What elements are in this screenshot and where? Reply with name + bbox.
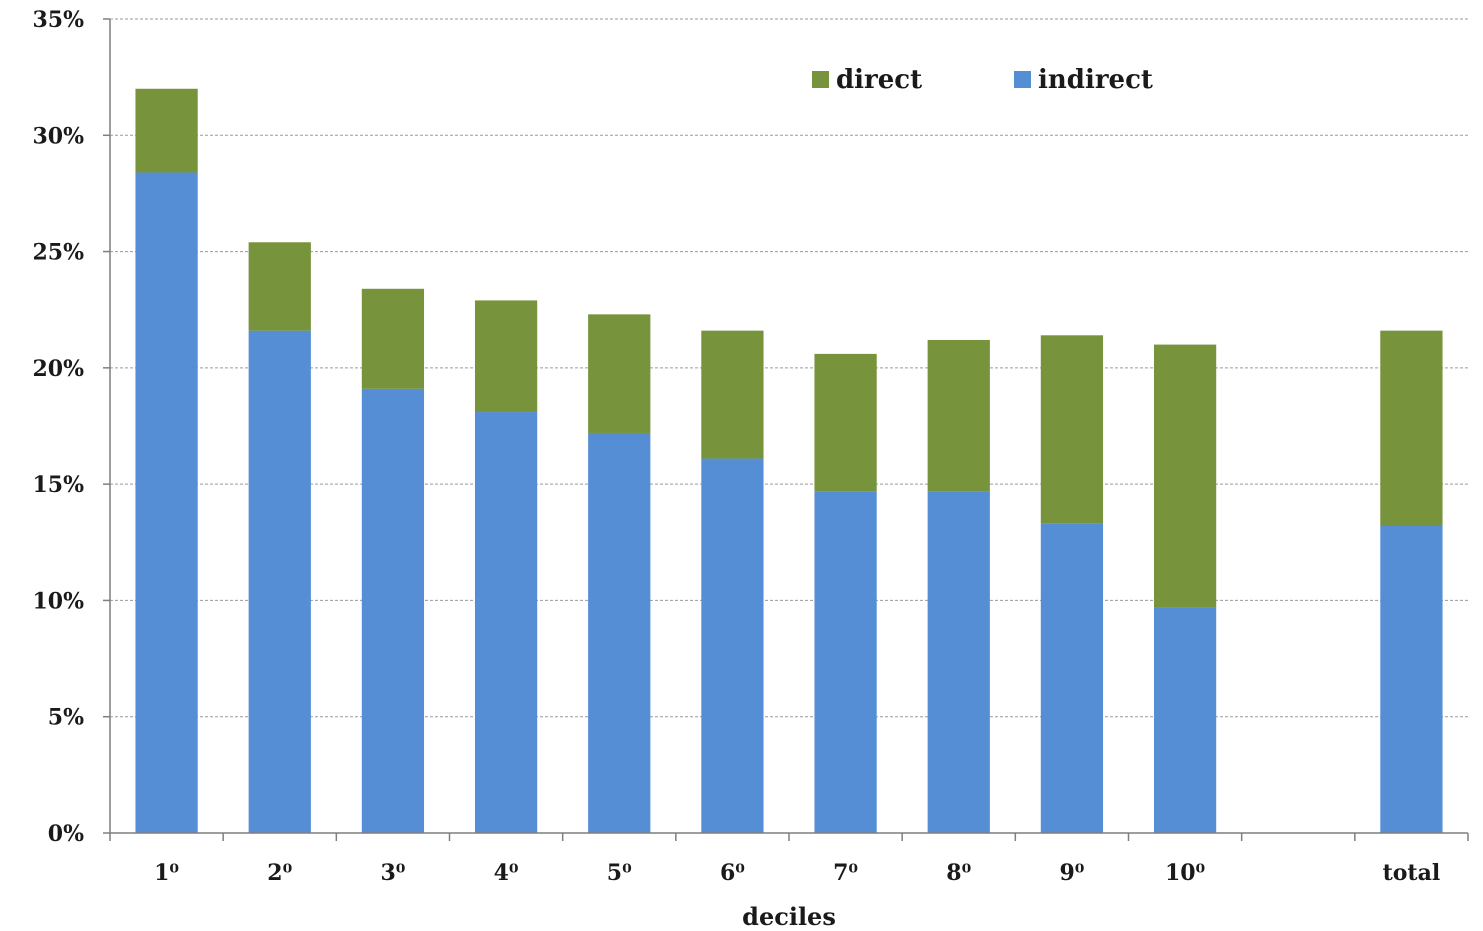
- legend-swatch-direct: [812, 71, 829, 88]
- bar-indirect-7: [814, 491, 877, 833]
- bar-indirect-8: [927, 491, 990, 833]
- bar-direct-2: [248, 242, 311, 331]
- bar-indirect-4: [474, 412, 538, 833]
- bar-direct-1: [135, 88, 198, 173]
- legend: direct indirect: [812, 65, 1153, 95]
- legend-swatch-indirect: [1014, 71, 1031, 88]
- x-tick-label-8: 8⁰: [946, 860, 971, 886]
- y-tick-label-30: 30%: [32, 123, 84, 149]
- y-tick-label-15: 15%: [32, 472, 84, 498]
- x-tick-label-9: 9⁰: [1059, 860, 1084, 886]
- legend-label-direct: direct: [836, 65, 922, 95]
- x-tick-label-2: 2⁰: [267, 860, 292, 886]
- legend-label-indirect: indirect: [1038, 65, 1153, 95]
- x-tick-label-10: 10⁰: [1165, 860, 1206, 886]
- axes: [103, 18, 1469, 841]
- bar-direct-12: [1380, 330, 1443, 527]
- y-tick-label-5: 5%: [48, 705, 84, 731]
- bar-indirect-10: [1153, 607, 1217, 833]
- y-tick-label-10: 10%: [32, 588, 84, 614]
- x-tick-label-4: 4⁰: [494, 860, 519, 886]
- bar-indirect-1: [135, 172, 198, 834]
- x-axis-title: deciles: [742, 902, 836, 931]
- bars: [135, 88, 1443, 834]
- y-tick-label-0: 0%: [48, 821, 84, 847]
- y-tick-label-20: 20%: [32, 356, 84, 382]
- y-tick-label-35: 35%: [32, 7, 84, 33]
- gridlines: [110, 18, 1468, 718]
- bar-indirect-3: [361, 388, 425, 833]
- bar-direct-10: [1153, 344, 1217, 608]
- x-tick-label-3: 3⁰: [380, 860, 405, 886]
- x-tick-label-5: 5⁰: [607, 860, 632, 886]
- y-tick-label-25: 25%: [32, 240, 84, 266]
- bar-indirect-5: [588, 432, 651, 833]
- x-tick-label-6: 6⁰: [720, 860, 745, 886]
- x-tick-label-1: 1⁰: [154, 860, 179, 886]
- bar-direct-6: [701, 330, 764, 459]
- bar-indirect-9: [1040, 523, 1104, 833]
- bar-direct-7: [814, 353, 877, 492]
- bar-indirect-12: [1380, 526, 1443, 833]
- x-tick-labels: 1⁰ 2⁰ 3⁰ 4⁰ 5⁰ 6⁰ 7⁰ 8⁰ 9⁰ 10⁰ total: [154, 860, 1440, 886]
- bar-direct-9: [1040, 335, 1104, 524]
- bar-direct-5: [588, 314, 651, 433]
- bar-direct-4: [474, 300, 538, 413]
- bar-direct-3: [361, 288, 425, 389]
- bar-direct-8: [927, 339, 990, 492]
- x-tick-label-12: total: [1383, 860, 1441, 886]
- x-tick-label-7: 7⁰: [833, 860, 858, 886]
- bar-indirect-2: [248, 330, 311, 833]
- bar-indirect-6: [701, 458, 764, 833]
- y-tick-labels: 0% 5% 10% 15% 20% 25% 30% 35%: [32, 7, 84, 847]
